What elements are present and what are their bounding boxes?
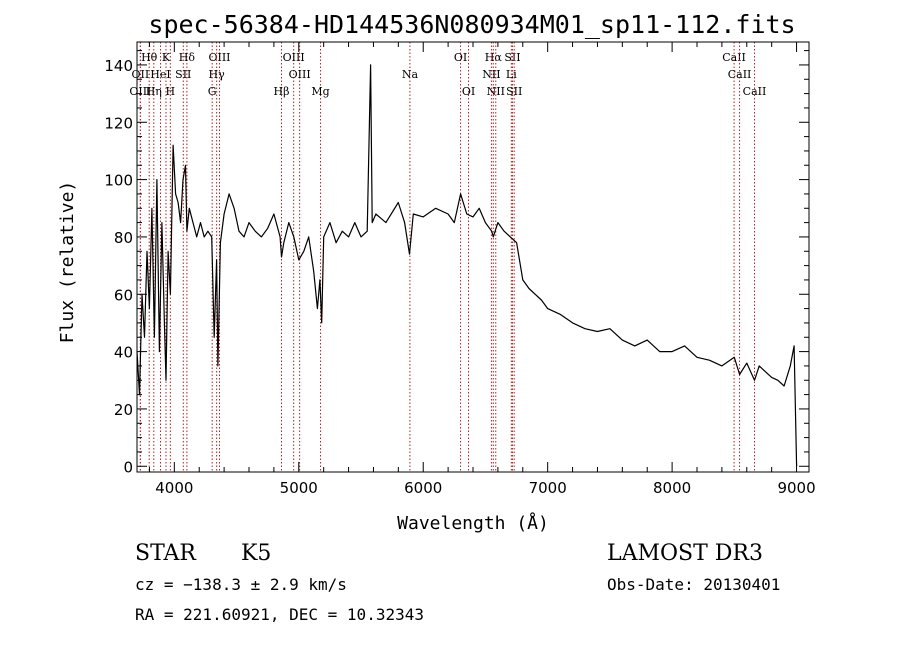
line-marker-label-14: Na — [402, 68, 419, 81]
line-marker-label-17: CaII — [728, 68, 752, 81]
line-marker-label-4: OIII — [283, 51, 305, 64]
line-marker-label-8: CaII — [722, 51, 746, 64]
survey-name: LAMOST DR3 — [607, 541, 763, 566]
x-tick-label-4: 8000 — [653, 479, 691, 497]
line-marker-label-0: Hθ — [141, 51, 158, 64]
spectrum-line-0 — [136, 64, 798, 467]
line-marker-label-18: OIII — [129, 85, 151, 98]
x-tick-label-1: 5000 — [280, 479, 318, 497]
y-tick-label-4: 80 — [114, 229, 133, 247]
x-tick-label-5: 9000 — [777, 479, 815, 497]
x-axis-label: Wavelength (Å) — [397, 512, 549, 534]
x-tick-label-0: 4000 — [155, 479, 193, 497]
chart-title: spec-56384-HD144536N080934M01_sp11-112.f… — [148, 10, 795, 39]
line-marker-label-26: SII — [506, 85, 522, 98]
line-marker-label-23: Mg — [311, 85, 329, 98]
line-marker-label-13: OIII — [289, 68, 311, 81]
redshift-cz: cz = −138.3 ± 2.9 km/s — [135, 575, 347, 594]
line-marker-label-25: NII — [487, 85, 505, 98]
y-tick-label-5: 100 — [104, 172, 133, 190]
object-class: STAR — [135, 541, 197, 566]
y-axis-label: Flux (relative) — [57, 181, 78, 344]
line-marker-label-2: Hδ — [179, 51, 196, 64]
obs-date: Obs-Date: 20130401 — [607, 575, 780, 594]
x-tick-label-2: 6000 — [404, 479, 442, 497]
y-tick-label-6: 120 — [104, 114, 133, 132]
line-marker-label-15: NII — [482, 68, 500, 81]
line-marker-label-24: OI — [462, 85, 475, 98]
line-marker-label-19: Hη — [146, 85, 162, 98]
line-marker-label-22: Hβ — [274, 85, 290, 98]
y-tick-label-7: 140 — [104, 57, 133, 75]
line-marker-label-20: H — [166, 85, 176, 98]
line-marker-label-6: Hα — [485, 51, 503, 64]
spectrum-series — [136, 64, 798, 467]
line-marker-label-21: G — [208, 85, 217, 98]
y-tick-label-3: 60 — [114, 286, 133, 304]
line-marker-label-11: SII — [175, 68, 191, 81]
y-tick-label-1: 20 — [114, 401, 133, 419]
line-marker-label-12: Hγ — [209, 68, 226, 81]
line-marker-label-27: CaII — [743, 85, 767, 98]
line-marker-label-5: OI — [454, 51, 467, 64]
x-axis: 4000 5000 6000 7000 8000 9000 — [148, 42, 816, 497]
line-marker-label-7: SII — [504, 51, 520, 64]
y-tick-label-0: 0 — [123, 458, 133, 476]
x-tick-label-3: 7000 — [529, 479, 567, 497]
line-marker-label-1: K — [162, 51, 171, 64]
line-marker-label-16: Li — [506, 68, 517, 81]
line-marker-label-3: OIII — [208, 51, 230, 64]
plot-frame — [136, 41, 810, 473]
y-tick-label-2: 40 — [114, 344, 133, 362]
line-marker-label-10: HeI — [150, 68, 170, 81]
coordinates: RA = 221.60921, DEC = 10.32343 — [135, 605, 424, 624]
object-subclass: K5 — [241, 541, 271, 566]
y-axis: 0 20 40 60 80 100 120 140 — [104, 50, 809, 476]
